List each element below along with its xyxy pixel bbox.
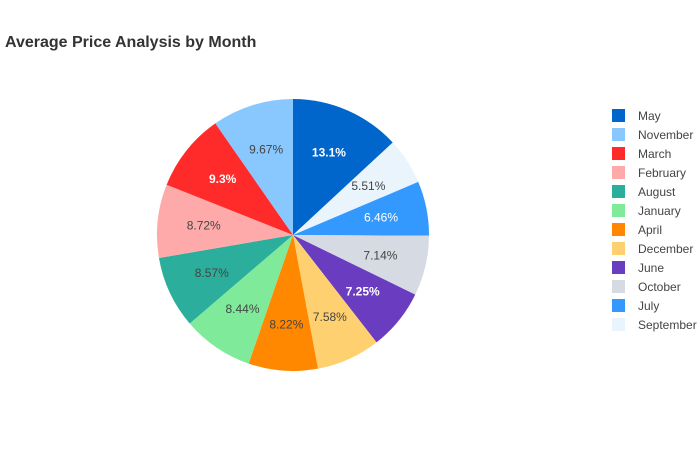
legend-label: October <box>638 279 681 294</box>
legend-label: August <box>638 184 676 199</box>
legend-swatch <box>612 261 625 274</box>
legend-item-may[interactable]: May <box>612 106 697 125</box>
pie-slice-april <box>248 235 318 371</box>
legend-label: December <box>638 241 694 256</box>
pie-slice-july <box>293 181 430 236</box>
slice-label-february: 8.72% <box>187 219 221 233</box>
legend-item-september[interactable]: September <box>612 315 697 334</box>
pie-slices <box>157 99 430 371</box>
legend-item-august[interactable]: August <box>612 182 697 201</box>
legend-swatch <box>612 280 625 293</box>
legend-item-december[interactable]: December <box>612 239 697 258</box>
legend-item-april[interactable]: April <box>612 220 697 239</box>
legend: May November March February August January Apr… <box>612 106 697 334</box>
pie-slice-october <box>293 235 429 295</box>
legend-swatch <box>612 318 625 331</box>
chart-title: Average Price Analysis by Month <box>5 34 257 51</box>
pie-slice-december <box>293 235 377 369</box>
legend-label: January <box>638 203 681 218</box>
slice-label-august: 8.57% <box>195 266 229 280</box>
legend-swatch <box>612 128 625 141</box>
legend-label: March <box>638 146 672 161</box>
slice-label-december: 7.58% <box>313 310 347 324</box>
legend-swatch <box>612 299 625 312</box>
pie-labels: 13.1% 5.51% 6.46% 7.14% 7.25% 7.58% 8.22% 8.44%… <box>187 142 399 331</box>
slice-label-july: 6.46% <box>364 210 398 224</box>
legend-item-march[interactable]: March <box>612 144 697 163</box>
legend-swatch <box>612 109 625 122</box>
legend-item-november[interactable]: November <box>612 125 697 144</box>
legend-label: April <box>638 222 663 237</box>
legend-label: June <box>638 260 665 275</box>
legend-swatch <box>612 185 625 198</box>
pie-slice-may <box>293 99 393 235</box>
legend-label: September <box>638 317 697 332</box>
legend-swatch <box>612 166 625 179</box>
slice-label-may: 13.1% <box>312 146 346 160</box>
slice-label-june: 7.25% <box>346 285 380 299</box>
legend-swatch <box>612 204 625 217</box>
legend-swatch <box>612 242 625 255</box>
legend-item-july[interactable]: July <box>612 296 697 315</box>
legend-swatch <box>612 223 625 236</box>
slice-label-april: 8.22% <box>269 318 303 332</box>
legend-item-january[interactable]: January <box>612 201 697 220</box>
pie-slice-november <box>215 99 293 235</box>
pie-slice-september <box>293 142 419 235</box>
slice-label-march: 9.3% <box>209 172 237 186</box>
slice-label-october: 7.14% <box>363 248 397 262</box>
legend-item-february[interactable]: February <box>612 163 697 182</box>
legend-swatch <box>612 147 625 160</box>
pie-slice-march <box>166 123 293 235</box>
legend-label: July <box>638 298 660 313</box>
legend-item-june[interactable]: June <box>612 258 697 277</box>
slice-label-september: 5.51% <box>351 179 385 193</box>
legend-label: February <box>638 165 687 180</box>
legend-item-october[interactable]: October <box>612 277 697 296</box>
pie-slice-august <box>158 235 293 324</box>
slice-label-january: 8.44% <box>226 302 260 316</box>
pie-slice-june <box>293 235 416 343</box>
pie-slice-february <box>157 184 293 258</box>
legend-label: May <box>638 108 661 123</box>
legend-label: November <box>638 127 694 142</box>
pie-slice-january <box>189 235 293 364</box>
slice-label-november: 9.67% <box>249 142 283 156</box>
